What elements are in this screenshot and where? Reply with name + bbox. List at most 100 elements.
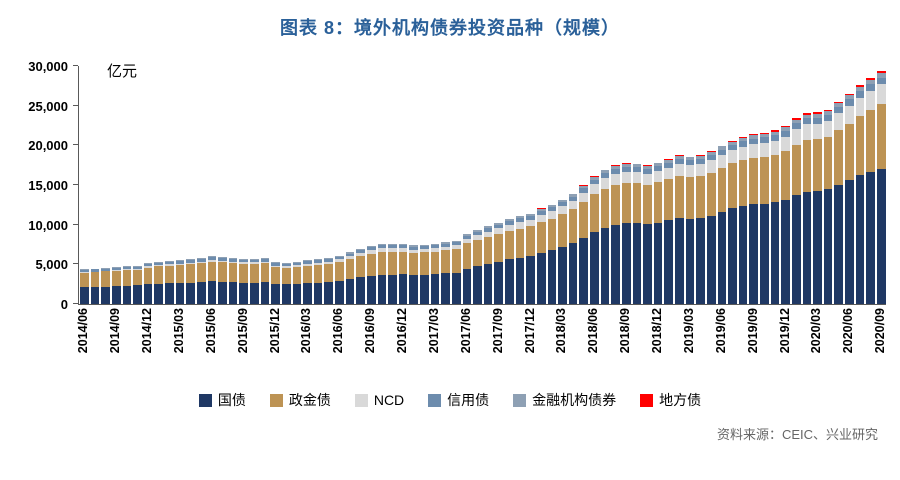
bar-segment xyxy=(738,146,748,161)
bar-segment xyxy=(675,155,684,160)
unit-label: 亿元 xyxy=(107,62,138,80)
x-tick-slot: 2018/12 xyxy=(650,308,664,384)
bar-segment xyxy=(558,206,567,215)
bar-segment xyxy=(80,287,89,304)
bar-2014/06 xyxy=(79,66,90,304)
bar-segment xyxy=(876,169,886,304)
bar-segment xyxy=(515,257,525,304)
bar-2020/01 xyxy=(791,66,802,304)
bar-segment xyxy=(175,282,185,304)
bar-segment xyxy=(122,269,132,271)
bar-segment xyxy=(165,261,174,265)
bar-2020/08 xyxy=(865,66,876,304)
x-tick-slot: 2014/06 xyxy=(76,308,90,384)
bar-2015/05 xyxy=(196,66,207,304)
bar-segment xyxy=(866,84,875,91)
bar-segment xyxy=(717,211,727,304)
bar-segment xyxy=(303,261,312,264)
bar-segment xyxy=(855,87,865,92)
legend-swatch xyxy=(354,393,368,407)
bar-segment xyxy=(451,240,461,243)
bar-segment xyxy=(133,269,142,286)
bar-segment xyxy=(101,268,110,271)
bar-segment xyxy=(250,258,259,260)
bar-segment xyxy=(855,116,865,176)
bar-2016/02 xyxy=(292,66,303,304)
bar-segment xyxy=(260,257,270,259)
bar-2017/02 xyxy=(419,66,430,304)
legend-item: 国债 xyxy=(198,390,246,410)
bar-2018/06 xyxy=(589,66,600,304)
bar-segment xyxy=(377,274,387,304)
bar-segment xyxy=(834,103,843,108)
bar-segment xyxy=(791,119,801,124)
bar-segment xyxy=(876,77,886,85)
bar-2017/08 xyxy=(483,66,494,304)
bar-segment xyxy=(823,120,833,138)
bar-segment xyxy=(558,214,567,248)
bar-segment xyxy=(388,251,397,275)
bar-2014/07 xyxy=(90,66,101,304)
bar-segment xyxy=(505,230,514,260)
bar-segment xyxy=(483,228,493,232)
bar-segment xyxy=(536,208,546,211)
bar-segment xyxy=(281,266,291,268)
bar-segment xyxy=(621,166,631,172)
bar-2014/08 xyxy=(100,66,111,304)
bar-segment xyxy=(356,249,365,251)
bar-segment xyxy=(345,258,355,280)
bar-segment xyxy=(866,79,875,85)
bar-segment xyxy=(675,175,684,218)
bar-segment xyxy=(706,151,716,153)
bar-segment xyxy=(143,266,153,268)
bar-segment xyxy=(303,263,312,266)
bar-segment xyxy=(505,218,514,221)
bar-segment xyxy=(558,199,567,203)
x-tick-label: 2018/03 xyxy=(554,308,569,354)
bar-segment xyxy=(313,259,323,261)
bar-2017/07 xyxy=(472,66,483,304)
bar-segment xyxy=(791,194,801,304)
bar-segment xyxy=(175,265,185,283)
bar-segment xyxy=(813,139,822,191)
y-tick-label: 10,000 xyxy=(28,217,68,233)
bar-segment xyxy=(281,264,291,267)
bar-segment xyxy=(260,282,270,304)
bar-segment xyxy=(728,140,737,142)
bar-segment xyxy=(430,251,440,275)
bar-segment xyxy=(122,270,132,286)
bar-2016/06 xyxy=(334,66,345,304)
bar-segment xyxy=(335,256,344,260)
bar-segment xyxy=(590,176,599,177)
bar-2014/09 xyxy=(111,66,122,304)
x-tick-slot: 2016/06 xyxy=(331,308,345,384)
bar-segment xyxy=(579,185,588,189)
bar-2018/02 xyxy=(547,66,558,304)
x-tick-label: 2014/12 xyxy=(140,308,155,354)
bar-2019/03 xyxy=(685,66,696,304)
x-tick-slot: 2018/03 xyxy=(554,308,569,384)
bar-segment xyxy=(706,152,716,156)
bar-2019/12 xyxy=(780,66,791,304)
bar-segment xyxy=(271,265,280,268)
bar-segment xyxy=(845,93,854,96)
bar-segment xyxy=(802,113,812,115)
legend-swatch xyxy=(269,393,283,407)
bar-segment xyxy=(111,270,121,272)
bar-segment xyxy=(239,282,248,304)
bar-segment xyxy=(749,134,758,136)
bar-segment xyxy=(600,177,610,189)
bar-segment xyxy=(685,156,695,158)
bar-2018/04 xyxy=(568,66,579,304)
chart-area: 0 5,000 10,000 15,000 20,000 25,000 30,000 亿元 … xyxy=(6,59,887,384)
bar-segment xyxy=(462,235,472,239)
bar-segment xyxy=(90,272,100,287)
bar-segment xyxy=(611,184,620,226)
bar-segment xyxy=(526,256,535,304)
x-tick-slot xyxy=(89,308,100,384)
bar-segment xyxy=(770,130,780,132)
bar-segment xyxy=(547,204,557,208)
bar-segment xyxy=(600,170,610,174)
bar-2017/03 xyxy=(430,66,441,304)
bar-segment xyxy=(483,236,493,264)
